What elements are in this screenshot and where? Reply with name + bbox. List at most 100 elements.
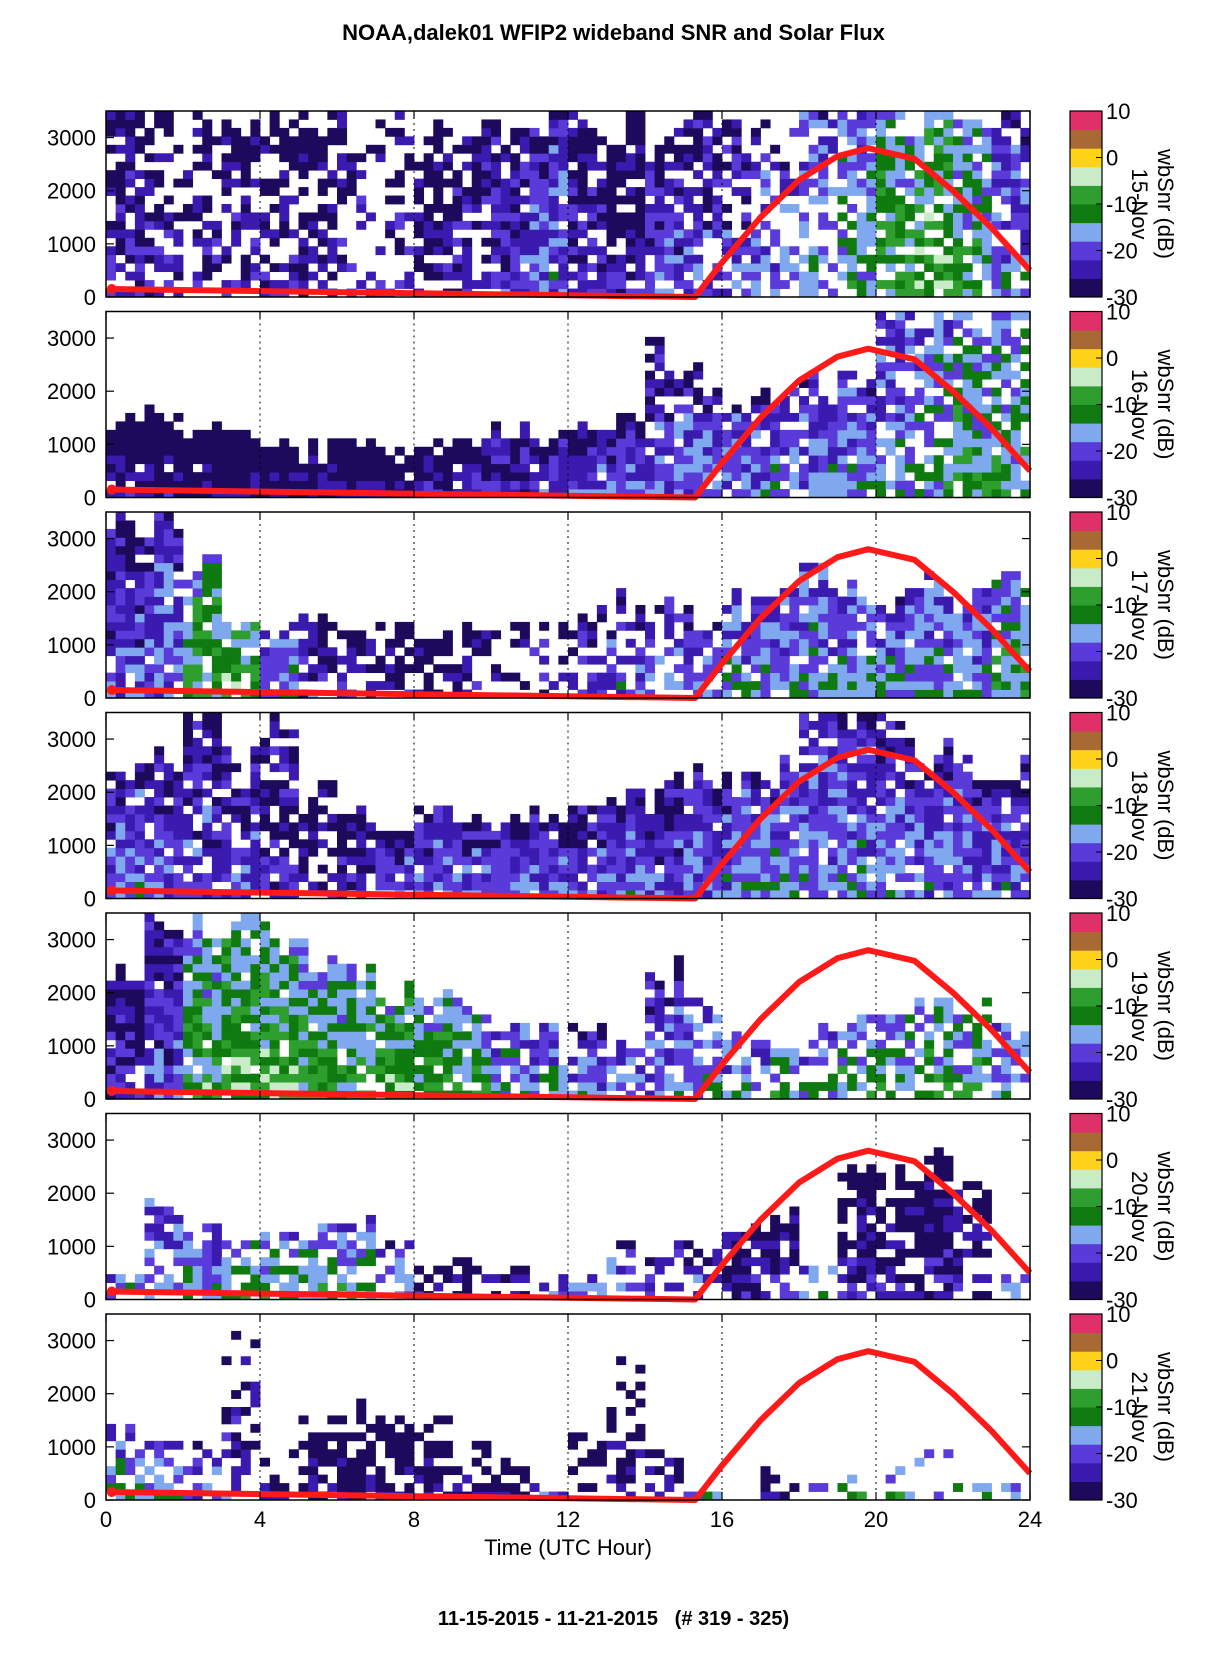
- snr-cell: [962, 847, 973, 857]
- snr-cell: [260, 805, 271, 815]
- snr-cell: [904, 288, 915, 298]
- snr-cell: [462, 839, 473, 849]
- snr-cell: [269, 720, 280, 730]
- snr-cell: [260, 864, 271, 874]
- snr-cell: [943, 638, 954, 648]
- snr-cell: [211, 237, 222, 247]
- snr-cell: [134, 621, 145, 631]
- snr-cell: [991, 187, 1002, 196]
- snr-cell: [972, 655, 983, 665]
- snr-cell: [895, 672, 906, 682]
- snr-cell: [741, 839, 752, 849]
- snr-cell: [577, 271, 588, 281]
- snr-cell: [664, 144, 675, 154]
- snr-cell: [183, 788, 194, 798]
- snr-cell: [471, 847, 482, 857]
- snr-cell: [423, 655, 434, 665]
- snr-cell: [799, 288, 810, 298]
- snr-cell: [702, 229, 713, 239]
- snr-cell: [240, 913, 251, 922]
- snr-cell: [837, 455, 848, 465]
- snr-cell: [693, 144, 704, 154]
- snr-cell: [481, 237, 492, 247]
- snr-cell: [818, 463, 829, 473]
- snr-cell: [134, 664, 145, 674]
- snr-cell: [192, 847, 203, 857]
- snr-cell: [279, 153, 290, 163]
- snr-cell: [231, 873, 242, 882]
- snr-cell: [346, 813, 357, 823]
- snr-cell: [375, 856, 386, 866]
- snr-cell: [645, 370, 656, 380]
- snr-cell: [346, 856, 357, 866]
- snr-cell: [760, 246, 771, 256]
- snr-cell: [731, 864, 742, 874]
- snr-cell: [568, 271, 579, 281]
- snr-cell: [115, 429, 126, 439]
- snr-cell: [962, 463, 973, 473]
- snr-cell: [914, 822, 925, 832]
- snr-cell: [529, 446, 540, 456]
- snr-cell: [298, 212, 309, 222]
- snr-cell: [1020, 689, 1031, 699]
- snr-cell: [866, 847, 877, 857]
- snr-cell: [895, 396, 906, 405]
- snr-cell: [423, 229, 434, 239]
- snr-cell: [221, 246, 232, 256]
- snr-cell: [856, 111, 867, 120]
- snr-cell: [683, 822, 694, 832]
- snr-cell: [317, 780, 328, 789]
- snr-cell: [144, 545, 155, 555]
- snr-cell: [981, 596, 992, 606]
- snr-cell: [308, 220, 319, 230]
- snr-cell: [250, 881, 261, 891]
- snr-cell: [654, 246, 665, 256]
- snr-cell: [981, 271, 992, 281]
- snr-cell: [693, 204, 704, 213]
- snr-cell: [250, 119, 261, 129]
- snr-cell: [924, 847, 935, 857]
- snr-cell: [654, 655, 665, 665]
- snr-cell: [827, 780, 838, 789]
- snr-cell: [856, 605, 867, 614]
- snr-cell: [298, 472, 309, 481]
- snr-cell: [1010, 438, 1021, 448]
- snr-cell: [250, 638, 261, 648]
- snr-cell: [943, 890, 954, 899]
- snr-cell: [808, 489, 819, 498]
- snr-cell: [260, 280, 271, 289]
- snr-cell: [163, 839, 174, 849]
- snr-cell: [317, 161, 328, 171]
- snr-cell: [491, 664, 502, 674]
- snr-cell: [211, 664, 222, 674]
- snr-cell: [847, 387, 858, 397]
- snr-cell: [943, 412, 954, 422]
- snr-cell: [596, 161, 607, 171]
- snr-cell: [202, 720, 213, 730]
- snr-cell: [837, 472, 848, 481]
- snr-cell: [231, 1022, 242, 1032]
- snr-cell: [731, 455, 742, 465]
- snr-cell: [260, 1056, 271, 1066]
- snr-cell: [288, 446, 299, 456]
- snr-cell: [741, 788, 752, 798]
- snr-cell: [346, 847, 357, 857]
- snr-cell: [827, 455, 838, 465]
- snr-cell: [847, 271, 858, 281]
- snr-cell: [885, 681, 896, 690]
- snr-cell: [173, 463, 184, 473]
- snr-cell: [953, 873, 964, 882]
- snr-cell: [173, 1056, 184, 1066]
- snr-cell: [317, 229, 328, 239]
- snr-cell: [654, 890, 665, 899]
- snr-cell: [260, 446, 271, 456]
- colorbar-segment: [1070, 731, 1102, 751]
- snr-cell: [250, 212, 261, 222]
- snr-cell: [1020, 873, 1031, 882]
- snr-cell: [972, 881, 983, 891]
- snr-cell: [394, 621, 405, 631]
- snr-cell: [288, 864, 299, 874]
- snr-cell: [876, 280, 887, 289]
- snr-cell: [510, 220, 521, 230]
- snr-cell: [144, 421, 155, 431]
